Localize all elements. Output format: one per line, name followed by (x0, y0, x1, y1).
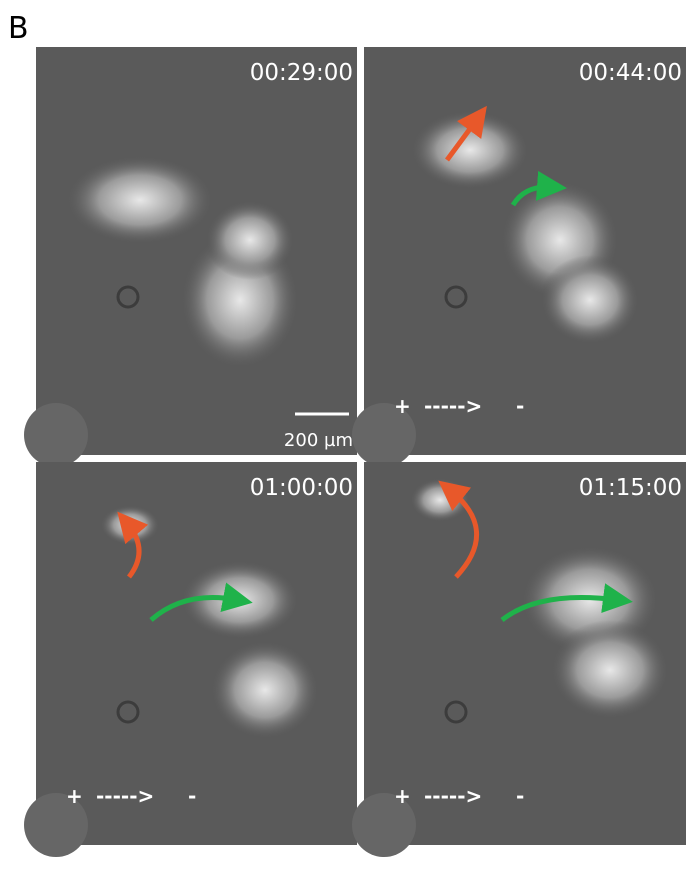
field-plus: + (394, 394, 411, 418)
timestamp: 00:44:00 (579, 60, 682, 86)
cell-cluster (65, 155, 215, 245)
cell-cluster (205, 200, 295, 280)
field-arrow: -----> (424, 784, 482, 808)
field-plus: + (66, 784, 83, 808)
micrograph (36, 462, 357, 845)
cell-cluster (540, 255, 640, 345)
field-arrow: -----> (96, 784, 154, 808)
panel-label: B (8, 11, 29, 46)
micrograph-panel: 01:00:00 + -----> - (24, 462, 357, 857)
cell-cluster (550, 620, 670, 720)
cell-cluster (410, 110, 530, 190)
field-minus: - (516, 394, 524, 418)
timestamp: 01:00:00 (250, 475, 353, 501)
cell-cluster (210, 640, 320, 740)
micrograph-panel: 00:29:00 200 µm (24, 47, 357, 467)
scale-bar-label: 200 µm (284, 430, 353, 451)
timestamp: 00:29:00 (250, 60, 353, 86)
field-minus: - (188, 784, 196, 808)
field-arrow: -----> (424, 394, 482, 418)
field-minus: - (516, 784, 524, 808)
micrograph-panel: 00:44:00 + -----> - (352, 47, 686, 467)
timestamp: 01:15:00 (579, 475, 682, 501)
figure: B 00:29:00200 µm00:44:00+----->-01:00:00… (0, 0, 691, 871)
bubble (24, 403, 88, 467)
micrograph-panel: 01:15:00 + -----> - (352, 462, 686, 857)
field-plus: + (394, 784, 411, 808)
micrograph (36, 47, 357, 455)
